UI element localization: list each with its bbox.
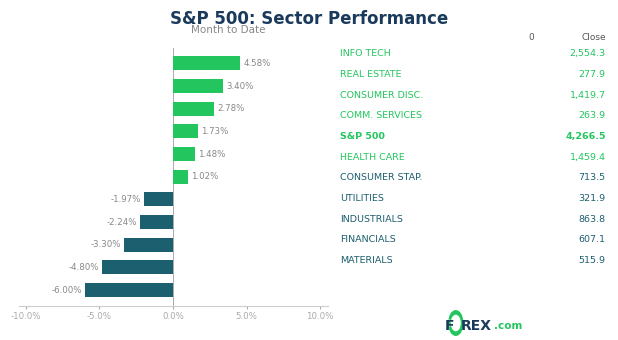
Text: 263.9: 263.9 bbox=[578, 111, 606, 120]
Bar bbox=[173, 102, 214, 116]
Text: CONSUMER STAP.: CONSUMER STAP. bbox=[340, 173, 422, 182]
Text: REX: REX bbox=[460, 319, 491, 334]
Text: .com: .com bbox=[494, 321, 523, 332]
Text: -4.80%: -4.80% bbox=[69, 263, 99, 272]
Bar bbox=[103, 260, 173, 274]
Text: REAL ESTATE: REAL ESTATE bbox=[340, 70, 402, 79]
Text: MATERIALS: MATERIALS bbox=[340, 256, 392, 265]
Bar bbox=[144, 192, 173, 206]
Text: -3.30%: -3.30% bbox=[91, 240, 122, 249]
Text: FINANCIALS: FINANCIALS bbox=[340, 235, 396, 244]
Text: -6.00%: -6.00% bbox=[51, 286, 82, 295]
Text: 4,266.5: 4,266.5 bbox=[565, 132, 606, 141]
Text: INDUSTRIALS: INDUSTRIALS bbox=[340, 215, 403, 224]
Text: UTILITIES: UTILITIES bbox=[340, 194, 384, 203]
Text: Month to Date: Month to Date bbox=[192, 25, 266, 35]
Text: F: F bbox=[445, 319, 454, 334]
Text: -2.24%: -2.24% bbox=[107, 218, 137, 227]
Circle shape bbox=[451, 316, 460, 330]
Text: -1.97%: -1.97% bbox=[111, 195, 141, 204]
Text: 4.58%: 4.58% bbox=[243, 59, 271, 68]
Bar bbox=[173, 147, 195, 161]
Text: 1.02%: 1.02% bbox=[191, 172, 218, 181]
Text: 2.78%: 2.78% bbox=[217, 104, 244, 113]
Bar bbox=[173, 79, 223, 93]
Bar bbox=[124, 238, 173, 252]
Text: 2,554.3: 2,554.3 bbox=[570, 49, 606, 58]
Text: 277.9: 277.9 bbox=[578, 70, 606, 79]
Text: 0: 0 bbox=[528, 33, 534, 42]
Bar bbox=[85, 283, 173, 297]
Text: COMM. SERVICES: COMM. SERVICES bbox=[340, 111, 422, 120]
Text: 1,459.4: 1,459.4 bbox=[570, 153, 606, 162]
Text: 1.73%: 1.73% bbox=[201, 127, 229, 136]
Text: HEALTH CARE: HEALTH CARE bbox=[340, 153, 405, 162]
Bar bbox=[173, 56, 240, 70]
Text: Close: Close bbox=[581, 33, 606, 42]
Text: 607.1: 607.1 bbox=[578, 235, 606, 244]
Text: 321.9: 321.9 bbox=[578, 194, 606, 203]
Text: S&P 500: S&P 500 bbox=[340, 132, 385, 141]
Bar bbox=[173, 124, 198, 138]
Text: 713.5: 713.5 bbox=[578, 173, 606, 182]
Text: 3.40%: 3.40% bbox=[226, 82, 253, 91]
Text: 1,419.7: 1,419.7 bbox=[570, 91, 606, 100]
Text: INFO TECH: INFO TECH bbox=[340, 49, 391, 58]
Circle shape bbox=[449, 311, 463, 335]
Text: 1.48%: 1.48% bbox=[198, 150, 225, 159]
Bar bbox=[173, 170, 188, 184]
Bar bbox=[140, 215, 173, 229]
Text: 863.8: 863.8 bbox=[578, 215, 606, 224]
Text: S&P 500: Sector Performance: S&P 500: Sector Performance bbox=[170, 10, 448, 28]
Text: 515.9: 515.9 bbox=[578, 256, 606, 265]
Text: CONSUMER DISC.: CONSUMER DISC. bbox=[340, 91, 423, 100]
